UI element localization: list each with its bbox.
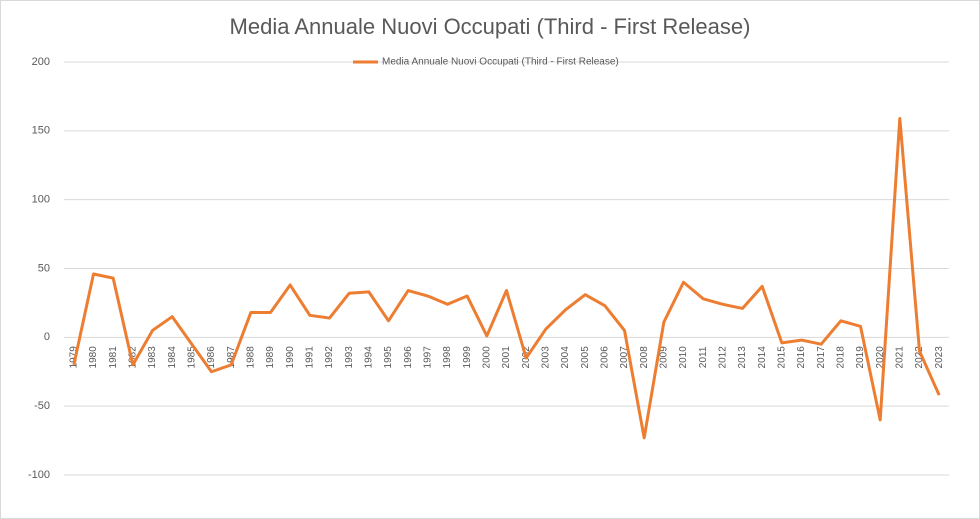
x-tick-label: 1994: [363, 346, 374, 369]
x-tick-label: 2018: [835, 346, 846, 369]
x-tick-label: 2022: [914, 346, 925, 369]
x-tick-label: 1987: [226, 346, 237, 369]
x-tick-label: 2023: [934, 346, 945, 369]
x-tick-label: 2001: [501, 346, 512, 369]
x-tick-label: 1989: [265, 346, 276, 369]
x-tick-label: 2008: [639, 346, 650, 369]
x-tick-label: 1992: [324, 346, 335, 369]
x-tick-label: 1984: [167, 346, 178, 369]
x-tick-label: 2003: [540, 346, 551, 369]
x-tick-label: 2011: [698, 346, 709, 368]
x-tick-label: 1993: [344, 346, 355, 369]
x-tick-label: 1979: [68, 346, 79, 369]
x-tick-label: 2021: [894, 346, 905, 369]
y-tick-label: -50: [34, 400, 50, 412]
x-tick-label: 2017: [816, 346, 827, 369]
x-tick-label: 2007: [619, 346, 630, 369]
x-tick-label: 1980: [88, 346, 99, 369]
x-tick-label: 2016: [796, 346, 807, 369]
x-tick-label: 1999: [462, 346, 473, 369]
line-series: [72, 116, 941, 440]
x-tick-label: 1997: [422, 346, 433, 369]
x-tick-label: 2000: [481, 346, 492, 369]
x-tick-label: 1985: [186, 346, 197, 369]
x-tick-label: 1991: [304, 346, 315, 369]
x-tick-label: 2012: [717, 346, 728, 369]
x-tick-label: 2010: [678, 346, 689, 369]
y-tick-label: 150: [32, 125, 50, 137]
x-tick-label: 1990: [285, 346, 296, 369]
y-tick-label: 100: [32, 194, 50, 206]
x-tick-label: 2013: [737, 346, 748, 369]
x-tick-label: 2020: [875, 346, 886, 369]
chart-title: Media Annuale Nuovi Occupati (Third - Fi…: [230, 14, 751, 39]
x-tick-label: 1996: [403, 346, 414, 369]
x-tick-label: 1983: [147, 346, 158, 369]
x-tick-label: 1988: [245, 346, 256, 369]
x-tick-label: 2019: [855, 346, 866, 369]
x-tick-label: 2004: [560, 346, 571, 369]
y-tick-label: -100: [28, 469, 50, 481]
x-tick-label: 1986: [206, 346, 217, 369]
legend-label: Media Annuale Nuovi Occupati (Third - Fi…: [382, 57, 619, 68]
x-tick-label: 2005: [580, 346, 591, 369]
x-tick-label: 2006: [599, 346, 610, 369]
x-tick-label: 2015: [776, 346, 787, 369]
x-tick-label: 1995: [383, 346, 394, 369]
y-tick-label: 0: [44, 331, 50, 343]
x-tick-label: 2009: [658, 346, 669, 369]
y-tick-label: 50: [38, 262, 50, 274]
x-tick-label: 1981: [108, 346, 119, 369]
x-tick-label: 2014: [757, 346, 768, 369]
x-tick-label: 1982: [127, 346, 138, 369]
y-tick-label: 200: [32, 56, 50, 68]
x-tick-label: 1998: [442, 346, 453, 369]
